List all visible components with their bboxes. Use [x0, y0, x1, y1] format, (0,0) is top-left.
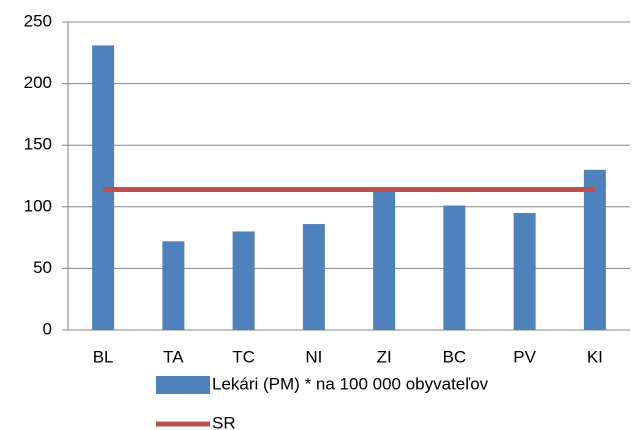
legend-label: Lekári (PM) * na 100 000 obyvateľov	[212, 374, 489, 393]
legend-label: SR	[212, 413, 236, 430]
x-tick-label: TC	[232, 347, 255, 366]
x-tick-label: ZI	[377, 347, 392, 366]
y-tick-label: 200	[24, 73, 52, 92]
bar	[443, 205, 466, 330]
x-tick-label: BC	[443, 347, 467, 366]
x-tick-label: PV	[513, 347, 536, 366]
y-tick-label: 50	[33, 258, 52, 277]
bar	[232, 231, 255, 330]
bar	[583, 169, 606, 330]
bar	[302, 224, 325, 330]
legend-swatch	[156, 376, 210, 394]
y-tick-label: 150	[24, 135, 52, 154]
bar	[513, 212, 536, 330]
x-tick-label: BL	[93, 347, 114, 366]
y-tick-label: 100	[24, 196, 52, 215]
bar	[373, 189, 396, 330]
y-tick-label: 0	[43, 319, 52, 338]
bar	[162, 241, 185, 330]
x-tick-label: KI	[587, 347, 603, 366]
x-tick-label: TA	[163, 347, 184, 366]
x-tick-label: NI	[305, 347, 322, 366]
y-tick-label: 250	[24, 11, 52, 30]
